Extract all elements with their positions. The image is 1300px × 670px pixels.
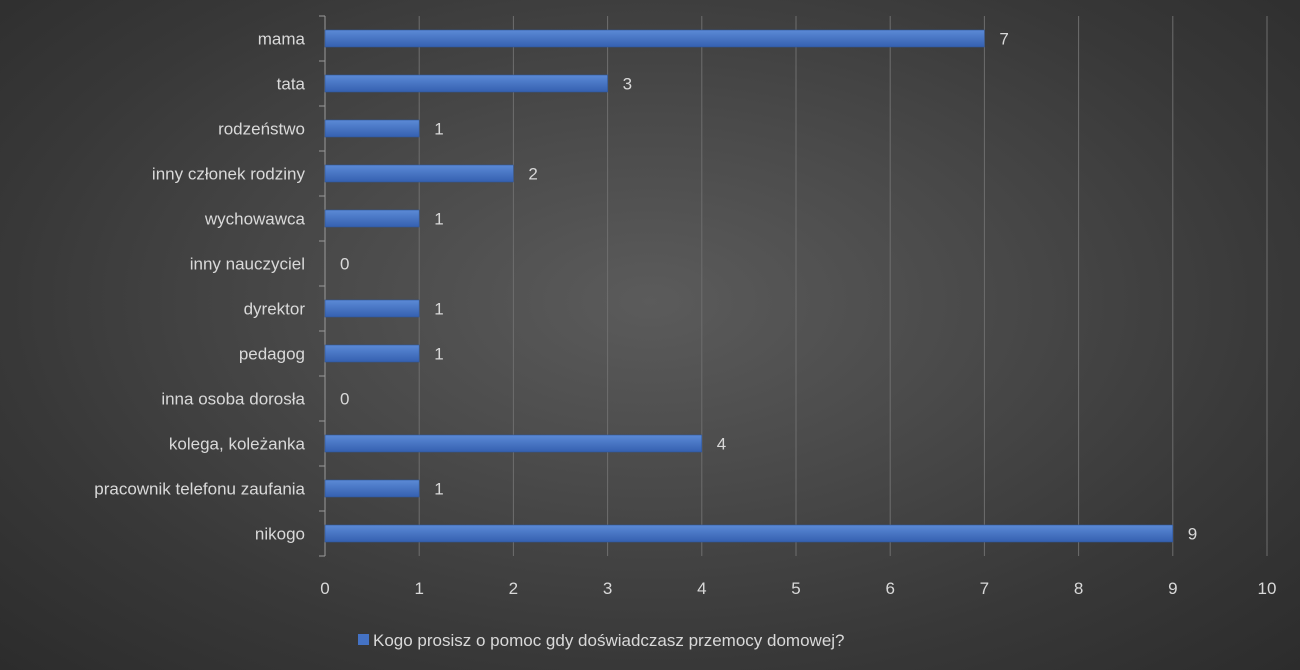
x-tick-label: 2 bbox=[509, 579, 518, 598]
category-label: mama bbox=[258, 30, 306, 49]
bar bbox=[324, 299, 420, 318]
x-tick-label: 4 bbox=[697, 579, 706, 598]
category-label: nikogo bbox=[255, 525, 305, 544]
category-label: inny członek rodziny bbox=[152, 165, 306, 184]
category-label: pedagog bbox=[239, 345, 305, 364]
data-label: 7 bbox=[999, 30, 1008, 49]
bar bbox=[324, 164, 514, 183]
legend-label: Kogo prosisz o pomoc gdy doświadczasz pr… bbox=[373, 631, 845, 650]
data-label: 2 bbox=[528, 165, 537, 184]
data-label: 9 bbox=[1188, 525, 1197, 544]
x-tick-label: 9 bbox=[1168, 579, 1177, 598]
category-label: pracownik telefonu zaufania bbox=[94, 480, 305, 499]
bar bbox=[324, 119, 420, 138]
x-tick-label: 0 bbox=[320, 579, 329, 598]
legend-swatch bbox=[358, 634, 369, 645]
data-label: 0 bbox=[340, 255, 349, 274]
bar bbox=[324, 74, 608, 93]
category-label: tata bbox=[277, 75, 306, 94]
bar bbox=[324, 29, 985, 48]
x-tick-label: 1 bbox=[414, 579, 423, 598]
x-tick-label: 10 bbox=[1258, 579, 1277, 598]
data-label: 0 bbox=[340, 390, 349, 409]
bar bbox=[324, 344, 420, 363]
category-label: kolega, koleżanka bbox=[169, 435, 306, 454]
data-labels: 7 3 1 2 1 0 1 1 0 4 1 9 bbox=[340, 30, 1197, 544]
bar bbox=[324, 479, 420, 498]
data-label: 1 bbox=[434, 480, 443, 499]
x-axis-ticks: 0 1 2 3 4 5 6 7 8 9 10 bbox=[320, 579, 1276, 598]
data-label: 1 bbox=[434, 210, 443, 229]
data-label: 1 bbox=[434, 300, 443, 319]
category-axis bbox=[319, 15, 326, 557]
category-label: wychowawca bbox=[204, 210, 306, 229]
x-tick-label: 3 bbox=[603, 579, 612, 598]
x-tick-label: 7 bbox=[980, 579, 989, 598]
category-label: dyrektor bbox=[244, 300, 306, 319]
category-labels: mama tata rodzeństwo inny członek rodziny wy… bbox=[94, 30, 305, 544]
category-label: inny nauczyciel bbox=[190, 255, 305, 274]
data-label: 1 bbox=[434, 345, 443, 364]
bars bbox=[324, 29, 1174, 543]
category-label: inna osoba dorosła bbox=[161, 390, 305, 409]
x-tick-label: 5 bbox=[791, 579, 800, 598]
x-tick-label: 6 bbox=[885, 579, 894, 598]
data-label: 3 bbox=[623, 75, 632, 94]
x-tick-label: 8 bbox=[1074, 579, 1083, 598]
gridlines bbox=[418, 16, 1268, 556]
bar bbox=[324, 524, 1174, 543]
bar bbox=[324, 434, 703, 453]
bar bbox=[324, 209, 420, 228]
legend: Kogo prosisz o pomoc gdy doświadczasz pr… bbox=[358, 631, 845, 650]
category-label: rodzeństwo bbox=[218, 120, 305, 139]
data-label: 4 bbox=[717, 435, 726, 454]
data-label: 1 bbox=[434, 120, 443, 139]
